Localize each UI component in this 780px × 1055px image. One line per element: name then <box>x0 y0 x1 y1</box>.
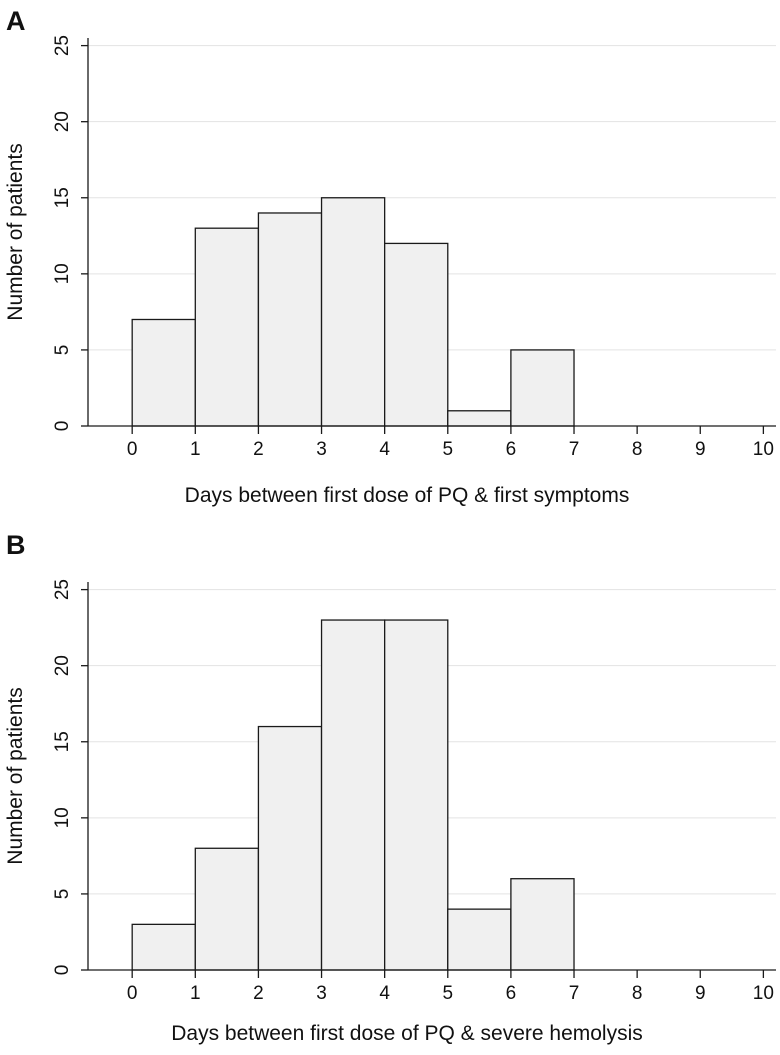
panel-b-x-tick-label-10: 10 <box>753 983 774 1004</box>
panel-a-y-tick-label-20: 20 <box>52 111 73 132</box>
panel-a-x-tick-label-7: 7 <box>569 439 580 460</box>
panel-a-x-tick-label-5: 5 <box>442 439 453 460</box>
panel-a-x-tick-label-3: 3 <box>316 439 327 460</box>
panel-a-y-axis-title: Number of patients <box>4 143 27 320</box>
panel-a-y-tick-label-25: 25 <box>52 35 73 56</box>
panel-a-bar-4-5 <box>384 242 449 427</box>
panel-b-chart: B 0 5 10 15 20 25 0 1 2 3 4 5 6 7 8 9 10 Days between firs… <box>4 530 776 1045</box>
panel-b-x-tick-label-3: 3 <box>316 983 327 1004</box>
panel-a-x-tick-label-4: 4 <box>379 439 390 460</box>
panel-b-y-tick-label-5: 5 <box>52 889 73 900</box>
panel-a-y-tick-label-5: 5 <box>52 345 73 356</box>
panel-b-bar-1-2 <box>194 847 260 971</box>
panel-a-bar-2-3 <box>257 212 323 427</box>
panel-a-bar-3-4 <box>320 197 386 427</box>
panel-a-bar-1-2 <box>194 227 260 427</box>
panel-a-label: A <box>6 6 26 36</box>
panel-a-bar-6-7 <box>510 349 575 427</box>
panel-b-label: B <box>6 530 26 560</box>
panel-a-y-tick-label-15: 15 <box>52 187 73 208</box>
panel-a-x-tick-label-10: 10 <box>753 439 774 460</box>
panel-b-y-tick-label-15: 15 <box>52 731 73 752</box>
panel-a-x-tick-label-1: 1 <box>190 439 201 460</box>
panel-b-x-axis-title: Days between first dose of PQ & severe h… <box>171 1022 643 1045</box>
panel-b-bar-4-5 <box>384 619 449 971</box>
panel-b-x-tick-label-6: 6 <box>506 983 517 1004</box>
panel-b-x-tick-label-0: 0 <box>127 983 138 1004</box>
panel-b-y-tick-label-10: 10 <box>52 807 73 828</box>
panel-a-x-tick-label-6: 6 <box>506 439 517 460</box>
panel-b-y-tick-label-0: 0 <box>52 965 73 976</box>
panel-b-x-tick-label-9: 9 <box>695 983 706 1004</box>
panel-b-x-tick-label-7: 7 <box>569 983 580 1004</box>
panel-a-y-tick-label-0: 0 <box>52 421 73 432</box>
panel-b-x-tick-label-1: 1 <box>190 983 201 1004</box>
panel-b-bar-0-1 <box>131 923 196 971</box>
panel-a-x-axis-title: Days between first dose of PQ & first sy… <box>185 484 630 507</box>
panel-a-x-tick-label-8: 8 <box>632 439 643 460</box>
panel-b-x-tick-label-2: 2 <box>253 983 264 1004</box>
panel-b-bar-5-6 <box>447 908 512 971</box>
panel-a-x-tick-label-9: 9 <box>695 439 706 460</box>
panel-a-bar-0-1 <box>131 318 196 427</box>
panel-b-x-tick-label-5: 5 <box>442 983 453 1004</box>
panel-b-bar-2-3 <box>257 725 323 971</box>
panel-a-bar-5-6 <box>447 410 512 427</box>
panel-b-y-tick-label-20: 20 <box>52 655 73 676</box>
panel-b-bar-6-7 <box>510 878 575 971</box>
panel-a-x-tick-label-2: 2 <box>253 439 264 460</box>
panel-b-y-tick-label-25: 25 <box>52 579 73 600</box>
panel-a-x-tick-label-0: 0 <box>127 439 138 460</box>
panel-b-bar-3-4 <box>320 619 386 971</box>
panel-a-y-tick-label-10: 10 <box>52 263 73 284</box>
panel-b-x-tick-label-4: 4 <box>379 983 390 1004</box>
panel-a-chart: A 0 5 10 15 20 25 0 1 2 3 4 5 6 7 8 9 10 Days between firs… <box>4 6 776 507</box>
panel-b-y-axis-title: Number of patients <box>4 687 27 864</box>
panel-b-x-tick-label-8: 8 <box>632 983 643 1004</box>
